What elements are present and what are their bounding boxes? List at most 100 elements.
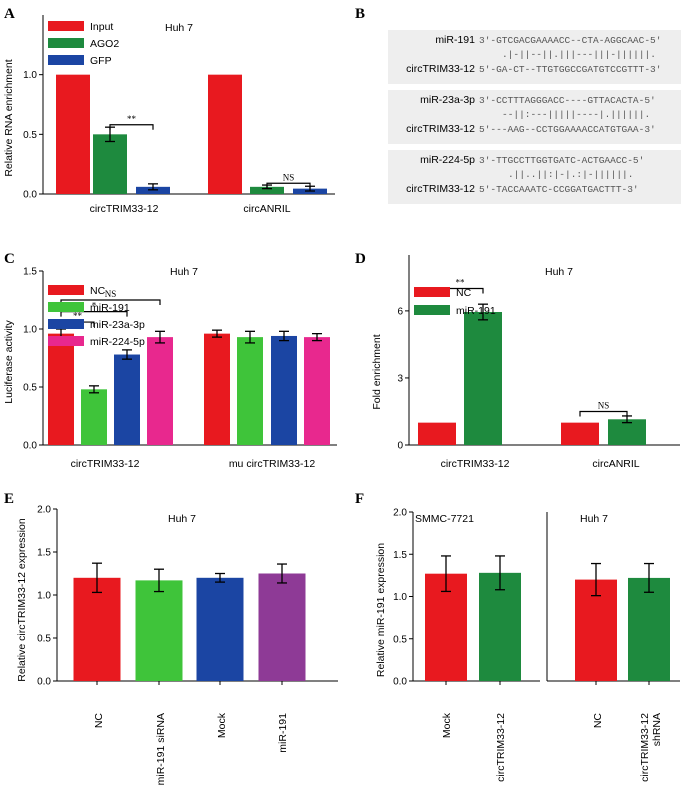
panel-f-right-cat-0: NC: [592, 713, 604, 729]
panel-a-ago2-gfp-sig-label: **: [127, 114, 137, 124]
panel-c-ylabel: Luciferase activity: [3, 320, 15, 404]
panel-a-ns-sig-label: NS: [283, 172, 295, 182]
panel-e-cat-1: miR-191 siRNA: [155, 713, 167, 785]
panel-d-group-1: circANRIL: [592, 458, 639, 470]
panel-a-group-1: circANRIL: [243, 203, 290, 215]
panel-c-mir-224-5p-0-bar: [147, 337, 173, 445]
panel-c-legend-label-1: miR-191: [90, 302, 130, 314]
panel-c-legend-swatch-0: [48, 285, 84, 295]
panel-f-left-cat-1-bar: [479, 572, 521, 681]
panel-a-ns-bracket: [266, 182, 311, 189]
panel-c-mir-191-0-bar: [81, 389, 107, 445]
panel-b-target-seq-1: 5'---AAG--CCTGGAAAACCATGTGAA-3': [479, 124, 656, 135]
panel-c-mir-224-5p-1-bar: [304, 337, 330, 445]
panel-b-box-0: [388, 30, 681, 84]
panel-a-ago2-gfp-bracket: [109, 124, 154, 130]
panel-a-legend-label-2: GFP: [90, 55, 112, 67]
panel-a-group-0: circTRIM33-12: [90, 203, 159, 215]
panel-b-match-0: .|-||--||.|||---|||-||||||.: [502, 49, 656, 60]
panel-a-legend-label-1: AGO2: [90, 38, 119, 50]
panel-c-nc-1-bar: [204, 333, 230, 445]
panel-d-cell-label: Huh 7: [545, 266, 573, 278]
panel-b-target-name-2: circTRIM33-12: [406, 183, 475, 195]
panel-c-nc-0-bar: [48, 333, 74, 445]
panel-d-legend-label-1: miR-191: [456, 305, 496, 317]
panel-e-ytick-label-4: 2.0: [37, 505, 51, 516]
panel-c-group-1: mu circTRIM33-12: [229, 458, 316, 470]
panel-c-legend-swatch-2: [48, 319, 84, 329]
panel-c-legend-label-0: NC: [90, 285, 106, 297]
panel-c-nc-mir224-sig-label: NS: [105, 289, 117, 299]
panel-d-legend-swatch-0: [414, 287, 450, 297]
panel-b-box-1: [388, 90, 681, 144]
panel-e-cat-2-bar: [196, 577, 244, 681]
panel-e-ytick-label-2: 1.0: [37, 591, 51, 602]
panel-a-ylabel: Relative RNA enrichment: [3, 59, 15, 176]
panel-c-mir-191-1-bar: [237, 337, 263, 445]
panel-b-mirna-name-1: miR-23a-3p: [420, 94, 475, 106]
panel-a-legend-swatch-2: [48, 55, 84, 65]
panel-b-target-name-0: circTRIM33-12: [406, 63, 475, 75]
panel-d-ytick-label-1: 3: [397, 373, 403, 384]
panel-d-ylabel: Fold enrichment: [371, 334, 383, 409]
panel-a-legend-swatch-0: [48, 21, 84, 31]
panel-d-ytick-label-0: 0: [397, 441, 403, 452]
panel-b-box-2: [388, 150, 681, 204]
panel-f-left-ytick-label-1: 0.5: [393, 634, 407, 645]
panel-a-input-0-bar: [56, 74, 90, 194]
panel-e-cat-3-bar: [258, 573, 306, 681]
panel-b-target-seq-0: 5'-GA-CT--TTGTGGCCGATGTCCGTTT-3': [479, 64, 661, 75]
panel-d-legend-swatch-1: [414, 305, 450, 315]
panel-d-g0-sig-label: **: [456, 278, 466, 288]
panel-b-mirna-seq-1: 3'-CCTTTAGGGACC----GTTACACTA-5': [479, 95, 656, 106]
panel-b-mirna-name-2: miR-224-5p: [420, 154, 475, 166]
panel-c-nc-mir191-sig-label: **: [73, 311, 83, 321]
panel-d-mir-191-0-bar: [464, 312, 502, 445]
panel-b-mirna-seq-0: 3'-GTCGACGAAAACC--CTA-AGGCAAC-5': [479, 35, 661, 46]
panel-c-legend-swatch-1: [48, 302, 84, 312]
panel-a-letter: A: [4, 6, 15, 22]
panel-c-group-0: circTRIM33-12: [71, 458, 140, 470]
panel-c-ytick-label-3: 1.5: [23, 267, 37, 278]
panel-f-right-cat-1a: circTRIM33-12: [639, 713, 651, 782]
panel-a-legend-label-0: Input: [90, 21, 113, 33]
panel-f-right-cat-0-bar: [575, 579, 617, 681]
panel-e-cat-0-bar: [73, 577, 121, 681]
panel-d-nc-0-bar: [418, 422, 456, 445]
panel-b-target-name-1: circTRIM33-12: [406, 123, 475, 135]
panel-c-cell-label: Huh 7: [170, 266, 198, 278]
panel-d-legend-label-0: NC: [456, 287, 472, 299]
panel-a-ytick-label-2: 1.0: [23, 70, 37, 81]
panel-e-letter: E: [4, 491, 14, 507]
panel-e-cat-2: Mock: [216, 712, 228, 738]
panel-c-legend-label-2: miR-23a-3p: [90, 319, 145, 331]
panel-e-cat-3: miR-191: [277, 713, 289, 753]
panel-e-ylabel: Relative circTRIM33-12 expression: [16, 518, 28, 682]
panel-a-ytick-label-0: 0.0: [23, 190, 37, 201]
panel-f-left-ytick-label-2: 1.0: [393, 592, 407, 603]
panel-f-right-cat-1b: shRNA: [651, 713, 663, 746]
panel-b-letter: B: [355, 6, 365, 22]
panel-f-left-cat-1: circTRIM33-12: [495, 713, 507, 782]
panel-f-ylabel: Relative miR-191 expression: [375, 543, 387, 677]
panel-d-letter: D: [355, 251, 366, 267]
panel-b-mirna-name-0: miR-191: [435, 34, 475, 46]
panel-b-target-seq-2: 5'-TACCAAATC-CCGGATGACTTT-3': [479, 184, 639, 195]
panel-f-right-title: Huh 7: [580, 513, 608, 525]
panel-a-ago2-1-bar: [250, 186, 284, 194]
panel-e-cat-1-bar: [135, 580, 183, 681]
panel-d-group-0: circTRIM33-12: [441, 458, 510, 470]
panel-f-left-ytick-label-4: 2.0: [393, 508, 407, 519]
panel-a-ytick-label-1: 0.5: [23, 130, 37, 141]
panel-c-legend-swatch-3: [48, 336, 84, 346]
panel-f-left-ytick-label-3: 1.5: [393, 550, 407, 561]
panel-e-cat-0: NC: [93, 713, 105, 729]
panel-e-cell-label: Huh 7: [168, 513, 196, 525]
panel-b-match-1: --||:---|||||----|.||||||.: [502, 109, 650, 120]
panel-b-match-2: .||..||:|-|.:|-||||||.: [508, 169, 633, 180]
panel-b-mirna-seq-2: 3'-TTGCCTTGGTGATC-ACTGAACC-5': [479, 155, 644, 166]
panel-f-left-cat-0: Mock: [441, 712, 453, 738]
panel-c-mir-23a-3p-1-bar: [271, 335, 297, 445]
panel-e-ytick-label-0: 0.0: [37, 677, 51, 688]
panel-f-right-cat-1-bar: [628, 577, 670, 681]
